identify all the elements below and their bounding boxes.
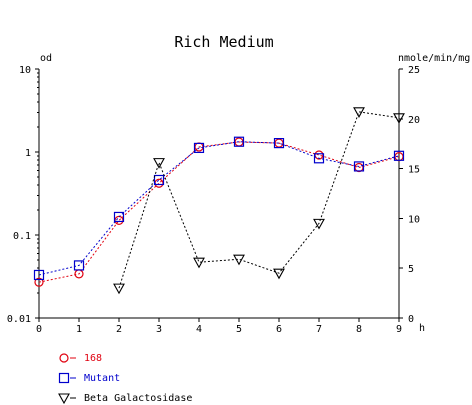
series-line — [38, 141, 400, 283]
data-point — [154, 178, 164, 188]
legend: 168 Mutant Beta Galactosidase — [58, 353, 192, 405]
series-layer — [33, 107, 405, 295]
data-point — [353, 107, 365, 118]
y-right-tick-label: 20 — [408, 115, 420, 126]
data-point — [273, 268, 285, 280]
y-right-tick-label: 25 — [408, 65, 420, 76]
data-point — [193, 142, 205, 154]
series-line — [118, 111, 400, 289]
data-point — [73, 260, 85, 271]
legend-item: 168 — [59, 353, 102, 364]
y-right-tick-label: 5 — [408, 264, 414, 275]
legend-label: 168 — [84, 353, 102, 364]
chart-title: Rich Medium — [174, 33, 273, 51]
series-line — [38, 141, 400, 276]
x-tick-label: 3 — [156, 324, 162, 335]
data-point — [313, 218, 325, 230]
series-1 — [34, 137, 404, 287]
y-left-tick-label: 1 — [25, 148, 31, 159]
legend-label: Mutant — [84, 373, 120, 384]
data-point — [153, 158, 165, 169]
legend-item: Mutant — [58, 372, 120, 384]
data-point — [113, 211, 125, 223]
x-tick-label: 2 — [116, 324, 122, 335]
legend-marker — [58, 393, 70, 405]
y-left-tick-label: 0.01 — [7, 314, 31, 325]
data-point — [193, 257, 205, 269]
x-tick-label: 1 — [76, 324, 82, 335]
x-tick-label: 4 — [196, 324, 202, 335]
y-right-tick-label: 15 — [408, 165, 420, 176]
data-point — [153, 174, 165, 186]
series-2 — [33, 136, 405, 281]
y-right-tick-label: 10 — [408, 214, 420, 225]
data-point — [393, 150, 405, 161]
data-point — [313, 153, 325, 164]
series-3 — [113, 107, 405, 295]
x-tick-label: 6 — [276, 324, 282, 335]
x-tick-label: 5 — [236, 324, 242, 335]
legend-item: Beta Galactosidase — [58, 393, 192, 405]
data-point — [353, 161, 365, 172]
axis-ticks: 0 1 2 3 4 5 6 7 8 9 0.01 0.1 1 10 0 5 10 15 20 25 — [7, 65, 420, 335]
legend-label: Beta Galactosidase — [84, 393, 192, 404]
y-left-tick-label: 0.1 — [13, 231, 31, 242]
data-point — [34, 277, 44, 287]
y-left-tick-label: 10 — [19, 65, 31, 76]
legend-marker — [58, 372, 70, 384]
legend-marker — [59, 353, 69, 363]
x-axis-label: h — [419, 323, 425, 334]
data-point — [233, 254, 245, 266]
data-point — [273, 138, 285, 149]
y-axis-right-label: nmole/min/mg — [398, 53, 470, 64]
data-point — [114, 215, 124, 225]
y-right-tick-label: 0 — [408, 314, 414, 325]
x-tick-label: 8 — [356, 324, 362, 335]
x-tick-label: 9 — [396, 324, 402, 335]
x-tick-label: 7 — [316, 324, 322, 335]
data-point — [113, 283, 125, 295]
x-tick-label: 0 — [36, 324, 42, 335]
data-point — [393, 113, 405, 124]
data-point — [33, 269, 45, 281]
data-point — [233, 136, 245, 147]
y-axis-left-label: od — [40, 53, 52, 64]
